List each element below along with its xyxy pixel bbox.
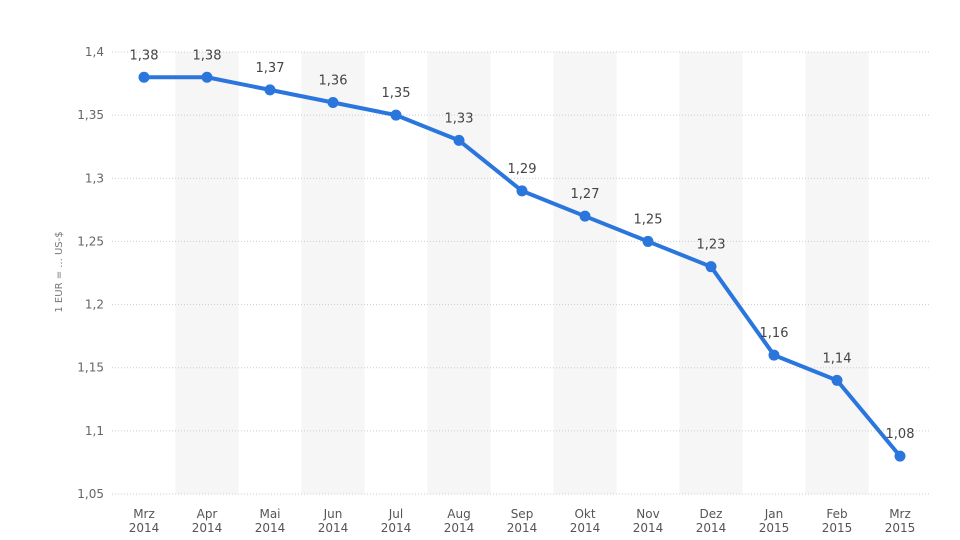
data-points	[138, 71, 906, 462]
x-tick-label-year: 2015	[885, 521, 916, 535]
data-labels: 1,38 1,38 1,37 1,36 1,35 1,33 1,29 1,27 1,25 1,23…	[130, 48, 915, 442]
x-tick-label-year: 2014	[192, 521, 223, 535]
y-tick-label: 1,15	[77, 361, 104, 375]
data-label: 1,38	[193, 48, 222, 63]
y-tick-label: 1,3	[85, 171, 104, 185]
x-tick-label-month: Jun	[323, 507, 343, 521]
x-tick-label-year: 2014	[129, 521, 160, 535]
band-3	[301, 52, 365, 494]
y-tick-label: 1,1	[85, 424, 104, 438]
x-axis-ticks: Mrz2014Apr2014Mai2014Jun2014Jul2014Aug20…	[129, 507, 916, 535]
data-label: 1,16	[760, 326, 789, 341]
x-tick-label-month: Dez	[700, 507, 723, 521]
y-axis-title: 1 EUR = ... US-$	[54, 231, 65, 312]
x-tick-label-year: 2014	[507, 521, 538, 535]
x-tick-label-month: Aug	[447, 507, 470, 521]
x-tick-label-month: Sep	[511, 507, 534, 521]
data-point[interactable]	[768, 349, 780, 361]
x-tick-label-month: Jul	[388, 507, 403, 521]
x-tick-label-year: 2015	[822, 521, 853, 535]
data-label: 1,14	[823, 351, 852, 366]
data-point[interactable]	[579, 210, 591, 222]
background-bands	[175, 52, 869, 494]
y-tick-label: 1,25	[77, 234, 104, 248]
series-line	[142, 75, 902, 459]
x-tick-label-month: Mai	[259, 507, 280, 521]
x-tick-label-year: 2014	[570, 521, 601, 535]
y-tick-label: 1,2	[85, 298, 104, 312]
y-tick-label: 1,4	[85, 45, 104, 59]
data-label: 1,08	[886, 427, 915, 442]
x-tick-label-year: 2014	[444, 521, 475, 535]
x-tick-label-month: Okt	[574, 507, 595, 521]
data-label: 1,35	[382, 86, 411, 101]
y-tick-label: 1,35	[77, 108, 104, 122]
data-point[interactable]	[138, 71, 150, 83]
series-group	[142, 75, 902, 459]
x-tick-label-month: Mrz	[133, 507, 155, 521]
x-tick-label-year: 2014	[633, 521, 664, 535]
y-tick-label: 1,05	[77, 487, 104, 501]
x-tick-label-year: 2014	[696, 521, 727, 535]
x-tick-label-month: Jan	[764, 507, 784, 521]
data-point[interactable]	[831, 374, 843, 386]
data-point[interactable]	[390, 109, 402, 121]
band-11	[805, 52, 869, 494]
data-point[interactable]	[894, 450, 906, 462]
data-label: 1,37	[256, 61, 285, 76]
band-1	[175, 52, 239, 494]
data-point[interactable]	[453, 134, 465, 146]
x-tick-label-month: Nov	[636, 507, 659, 521]
data-label: 1,27	[571, 187, 600, 202]
data-point[interactable]	[201, 71, 213, 83]
y-axis-ticks: 1,05 1,1 1,15 1,2 1,25 1,3 1,35 1,4	[77, 45, 104, 501]
data-label: 1,23	[697, 238, 726, 253]
gridlines	[112, 51, 930, 495]
band-7	[553, 52, 617, 494]
band-9	[679, 52, 743, 494]
x-tick-label-year: 2014	[318, 521, 349, 535]
data-point[interactable]	[516, 185, 528, 197]
data-label: 1,38	[130, 48, 159, 63]
data-label: 1,33	[445, 111, 474, 126]
x-tick-label-year: 2014	[255, 521, 286, 535]
band-5	[427, 52, 491, 494]
x-tick-label-month: Mrz	[889, 507, 911, 521]
x-tick-label-year: 2014	[381, 521, 412, 535]
x-tick-label-year: 2015	[759, 521, 790, 535]
data-label: 1,25	[634, 212, 663, 227]
x-tick-label-month: Apr	[197, 507, 218, 521]
data-point[interactable]	[705, 261, 717, 273]
data-point[interactable]	[264, 84, 276, 96]
data-point[interactable]	[642, 235, 654, 247]
data-point[interactable]	[327, 97, 339, 109]
data-label: 1,29	[508, 162, 537, 177]
x-tick-label-month: Feb	[826, 507, 847, 521]
data-label: 1,36	[319, 74, 348, 89]
